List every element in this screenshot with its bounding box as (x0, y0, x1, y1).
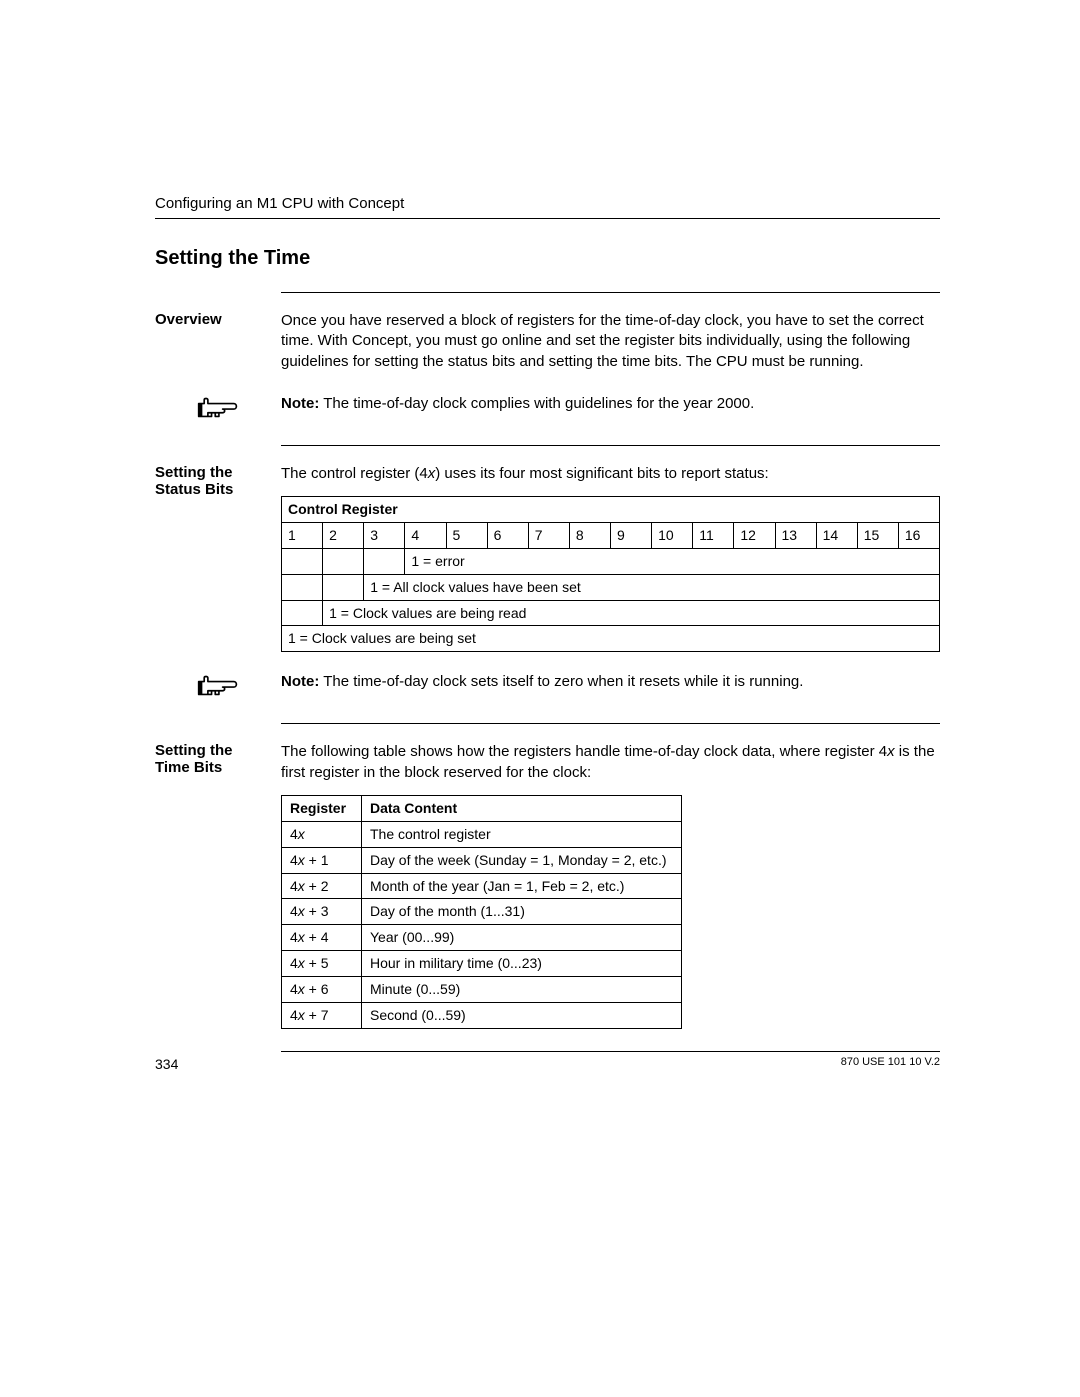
section-rule (281, 723, 940, 724)
overview-text: Once you have reserved a block of regist… (281, 311, 940, 372)
status-bits-content: The control register (4x) uses its four … (281, 464, 940, 653)
overview-body: Once you have reserved a block of regist… (281, 311, 940, 378)
time-bits-section: Setting the Time Bits The following tabl… (155, 742, 940, 1029)
register-cell: 4x + 1 (282, 847, 362, 873)
bit-number-cell: 9 (611, 522, 652, 548)
note-2-prefix: Note: (281, 673, 319, 690)
table-row: 1 = All clock values have been set (282, 574, 940, 600)
register-cell: 4x (282, 821, 362, 847)
time-bits-intro-x: x (887, 743, 895, 760)
doc-id: 870 USE 101 10 V.2 (841, 1056, 940, 1072)
allset-bit-cell: 1 = All clock values have been set (364, 574, 940, 600)
note-2-body: The time-of-day clock sets itself to zer… (323, 673, 803, 690)
read-bit-cell: 1 = Clock values are being read (323, 600, 940, 626)
status-bits-label: Setting the Status Bits (155, 464, 281, 498)
bit-number-cell: 12 (734, 522, 775, 548)
bit-number-cell: 3 (364, 522, 405, 548)
bit-number-cell: 6 (487, 522, 528, 548)
note-1-text: Note: The time-of-day clock complies wit… (281, 394, 940, 414)
set-bit-cell: 1 = Clock values are being set (282, 626, 940, 652)
note-1-body: The time-of-day clock complies with guid… (323, 395, 754, 412)
table-row: 4x + 5Hour in military time (0...23) (282, 951, 682, 977)
table-row: 1 = Clock values are being read (282, 600, 940, 626)
data-content-cell: Hour in military time (0...23) (362, 951, 682, 977)
bit-number-cell: 11 (693, 522, 734, 548)
data-content-cell: Day of the month (1...31) (362, 899, 682, 925)
bit-number-cell: 2 (323, 522, 364, 548)
register-table: Register Data Content 4xThe control regi… (281, 795, 682, 1029)
data-content-cell: Second (0...59) (362, 1002, 682, 1028)
control-register-table: Control Register 12345678910111213141516… (281, 496, 940, 652)
table-row: 12345678910111213141516 (282, 522, 940, 548)
bit-number-cell: 13 (775, 522, 816, 548)
time-bits-label: Setting the Time Bits (155, 742, 281, 776)
page-footer: 334 870 USE 101 10 V.2 (155, 1052, 940, 1072)
page-number: 334 (155, 1056, 178, 1072)
bit-number-cell: 10 (652, 522, 693, 548)
data-content-cell: Year (00...99) (362, 925, 682, 951)
table-row: 4x + 7Second (0...59) (282, 1002, 682, 1028)
table-row: 4xThe control register (282, 821, 682, 847)
table-cell (323, 548, 364, 574)
table-row: 1 = Clock values are being set (282, 626, 940, 652)
time-bits-content: The following table shows how the regist… (281, 742, 940, 1029)
table-row: 4x + 1Day of the week (Sunday = 1, Monda… (282, 847, 682, 873)
register-cell: 4x + 2 (282, 873, 362, 899)
time-bits-intro-a: The following table shows how the regist… (281, 743, 887, 760)
bit-number-cell: 8 (569, 522, 610, 548)
data-content-cell: Minute (0...59) (362, 977, 682, 1003)
time-bits-intro: The following table shows how the regist… (281, 742, 940, 783)
bit-number-cell: 1 (282, 522, 323, 548)
note-2: Note: The time-of-day clock sets itself … (155, 672, 940, 707)
data-content-col-header: Data Content (362, 795, 682, 821)
bit-number-cell: 16 (898, 522, 939, 548)
bit-number-cell: 14 (816, 522, 857, 548)
register-cell: 4x + 6 (282, 977, 362, 1003)
header-rule (155, 218, 940, 219)
table-row: 4x + 3Day of the month (1...31) (282, 899, 682, 925)
table-cell (282, 600, 323, 626)
section-rule (281, 445, 940, 446)
register-cell: 4x + 7 (282, 1002, 362, 1028)
register-cell: 4x + 4 (282, 925, 362, 951)
bit-number-cell: 7 (528, 522, 569, 548)
table-cell (282, 548, 323, 574)
pointing-hand-icon (155, 394, 281, 429)
register-cell: 4x + 3 (282, 899, 362, 925)
table-row: 4x + 4Year (00...99) (282, 925, 682, 951)
control-register-title: Control Register (282, 497, 940, 523)
data-content-cell: Day of the week (Sunday = 1, Monday = 2,… (362, 847, 682, 873)
page-title: Setting the Time (155, 247, 940, 270)
table-row: Register Data Content (282, 795, 682, 821)
data-content-cell: Month of the year (Jan = 1, Feb = 2, etc… (362, 873, 682, 899)
page: Configuring an M1 CPU with Concept Setti… (0, 0, 1080, 1052)
overview-label: Overview (155, 311, 281, 328)
bit-number-cell: 5 (446, 522, 487, 548)
table-row: Control Register (282, 497, 940, 523)
table-cell (364, 548, 405, 574)
table-cell (323, 574, 364, 600)
status-bits-section: Setting the Status Bits The control regi… (155, 464, 940, 653)
table-row: 4x + 6Minute (0...59) (282, 977, 682, 1003)
data-content-cell: The control register (362, 821, 682, 847)
bit-number-cell: 4 (405, 522, 446, 548)
note-1: Note: The time-of-day clock complies wit… (155, 394, 940, 429)
note-1-prefix: Note: (281, 395, 319, 412)
section-rule (281, 292, 940, 293)
table-cell (282, 574, 323, 600)
pointing-hand-icon (155, 672, 281, 707)
bit-number-cell: 15 (857, 522, 898, 548)
overview-section: Overview Once you have reserved a block … (155, 311, 940, 378)
running-header: Configuring an M1 CPU with Concept (155, 195, 940, 212)
register-col-header: Register (282, 795, 362, 821)
register-cell: 4x + 5 (282, 951, 362, 977)
table-row: 4x + 2Month of the year (Jan = 1, Feb = … (282, 873, 682, 899)
status-bits-intro-b: ) uses its four most significant bits to… (435, 465, 768, 482)
table-row: 1 = error (282, 548, 940, 574)
status-bits-intro-a: The control register (4 (281, 465, 428, 482)
status-bits-intro: The control register (4x) uses its four … (281, 464, 940, 484)
error-bit-cell: 1 = error (405, 548, 940, 574)
note-2-text: Note: The time-of-day clock sets itself … (281, 672, 940, 692)
